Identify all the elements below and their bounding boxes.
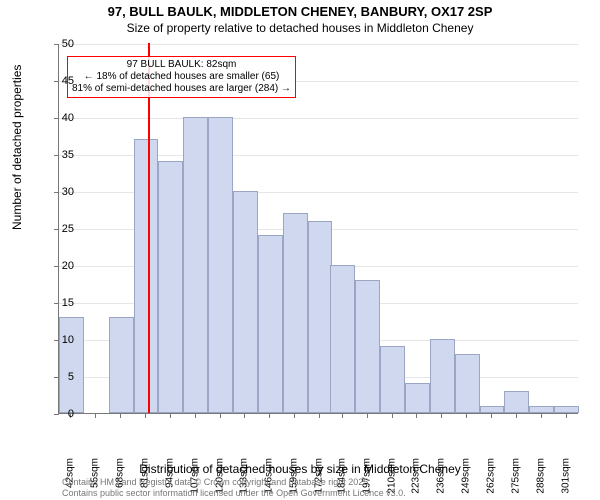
histogram-bar (380, 346, 405, 413)
x-tick-mark (319, 413, 320, 418)
y-tick-label: 35 (46, 149, 74, 161)
y-tick-label: 30 (46, 186, 74, 198)
x-axis-label: Distribution of detached houses by size … (0, 462, 600, 476)
x-tick-mark (120, 413, 121, 418)
x-tick-mark (367, 413, 368, 418)
x-tick-mark (244, 413, 245, 418)
annotation-box: 97 BULL BAULK: 82sqm← 18% of detached ho… (67, 56, 296, 98)
x-tick-mark (516, 413, 517, 418)
y-tick-label: 0 (46, 408, 74, 420)
y-tick-label: 20 (46, 260, 74, 272)
histogram-bar (233, 191, 258, 413)
histogram-bar (59, 317, 84, 413)
y-tick-label: 50 (46, 38, 74, 50)
footer-line-2: Contains public sector information licen… (62, 488, 406, 498)
x-tick-mark (269, 413, 270, 418)
x-tick-mark (416, 413, 417, 418)
annotation-line-2: ← 18% of detached houses are smaller (65… (72, 71, 291, 83)
histogram-bar (208, 117, 233, 413)
x-tick-mark (342, 413, 343, 418)
x-tick-mark (170, 413, 171, 418)
y-tick-label: 40 (46, 112, 74, 124)
histogram-bar (283, 213, 308, 413)
histogram-bar (554, 406, 579, 413)
footer-line-1: Contains HM Land Registry data © Crown c… (62, 477, 406, 487)
plot-area: 97 BULL BAULK: 82sqm← 18% of detached ho… (58, 44, 578, 414)
y-tick-label: 45 (46, 75, 74, 87)
histogram-bar (355, 280, 380, 413)
title-block: 97, BULL BAULK, MIDDLETON CHENEY, BANBUR… (0, 0, 600, 35)
x-tick-mark (541, 413, 542, 418)
histogram-bar (109, 317, 134, 413)
footer-attribution: Contains HM Land Registry data © Crown c… (62, 477, 406, 498)
histogram-bar (330, 265, 355, 413)
histogram-bar (183, 117, 208, 413)
y-axis-label: Number of detached properties (10, 65, 24, 230)
x-tick-mark (441, 413, 442, 418)
x-tick-mark (195, 413, 196, 418)
histogram-bar (455, 354, 480, 413)
x-tick-mark (392, 413, 393, 418)
histogram-bar (308, 221, 333, 413)
histogram-bar (504, 391, 529, 413)
annotation-line-3: 81% of semi-detached houses are larger (… (72, 83, 291, 95)
annotation-line-1: 97 BULL BAULK: 82sqm (72, 59, 291, 71)
property-marker-line (148, 43, 150, 413)
x-tick-mark (491, 413, 492, 418)
y-tick-label: 25 (46, 223, 74, 235)
page-subtitle: Size of property relative to detached ho… (0, 21, 600, 35)
x-tick-mark (145, 413, 146, 418)
histogram-chart: 97 BULL BAULK: 82sqm← 18% of detached ho… (58, 44, 578, 414)
x-tick-mark (220, 413, 221, 418)
histogram-bar (430, 339, 455, 413)
page-title: 97, BULL BAULK, MIDDLETON CHENEY, BANBUR… (0, 4, 600, 19)
x-tick-mark (566, 413, 567, 418)
grid-line (59, 118, 578, 119)
histogram-bar (529, 406, 554, 413)
histogram-bar (258, 235, 283, 413)
x-tick-mark (294, 413, 295, 418)
y-tick-label: 5 (46, 371, 74, 383)
x-tick-mark (95, 413, 96, 418)
x-tick-mark (466, 413, 467, 418)
histogram-bar (405, 383, 430, 413)
histogram-bar (480, 406, 505, 413)
histogram-bar (158, 161, 183, 413)
y-tick-label: 15 (46, 297, 74, 309)
grid-line (59, 44, 578, 45)
histogram-bar (134, 139, 159, 413)
y-tick-label: 10 (46, 334, 74, 346)
